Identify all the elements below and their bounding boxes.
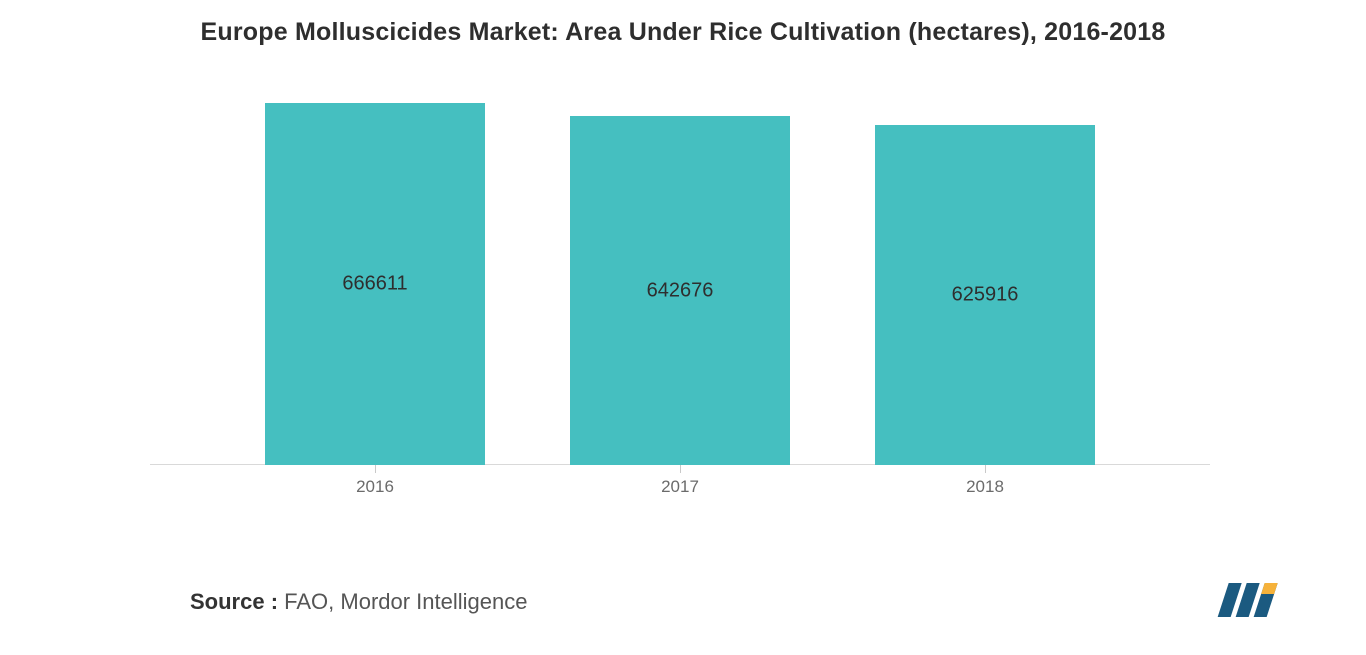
brand-logo <box>1212 579 1288 621</box>
bar-value-0: 666611 <box>265 273 485 296</box>
x-tick-1 <box>680 465 681 473</box>
bar-group-0: 666611 2016 <box>265 103 485 465</box>
x-label-0: 2016 <box>265 477 485 497</box>
bar-value-1: 642676 <box>570 279 790 302</box>
x-tick-2 <box>985 465 986 473</box>
source-line: Source : FAO, Mordor Intelligence <box>190 589 527 615</box>
bar-group-2: 625916 2018 <box>875 125 1095 465</box>
brand-logo-svg <box>1212 579 1288 621</box>
chart-title: Europe Molluscicides Market: Area Under … <box>0 18 1366 47</box>
bar-group-1: 642676 2017 <box>570 116 790 465</box>
chart-container: Europe Molluscicides Market: Area Under … <box>0 0 1366 655</box>
x-label-1: 2017 <box>570 477 790 497</box>
x-label-2: 2018 <box>875 477 1095 497</box>
source-label: Source : <box>190 589 278 614</box>
plot-area: 666611 2016 642676 2017 625916 2018 <box>150 85 1210 465</box>
bar-value-2: 625916 <box>875 284 1095 307</box>
x-tick-0 <box>375 465 376 473</box>
source-text: FAO, Mordor Intelligence <box>278 589 527 614</box>
